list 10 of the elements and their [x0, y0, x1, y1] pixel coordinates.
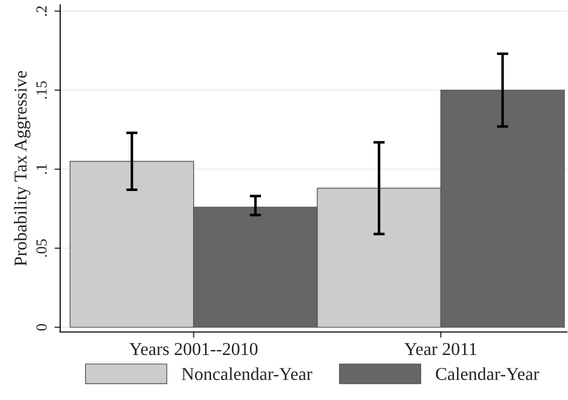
y-tick-label: 0 — [36, 324, 47, 330]
legend-label: Noncalendar-Year — [182, 367, 312, 380]
x-tick-label: Year 2011 — [404, 342, 476, 356]
y-tick-label: .1 — [36, 164, 47, 174]
y-tick-label: .15 — [36, 81, 47, 99]
y-tick-label: .05 — [36, 239, 47, 257]
legend-label: Calendar-Year — [436, 367, 540, 380]
y-axis-title: Probability Tax Aggressive — [14, 71, 30, 266]
x-tick-label: Years 2001--2010 — [129, 342, 258, 356]
y-tick-label: .2 — [36, 6, 47, 16]
